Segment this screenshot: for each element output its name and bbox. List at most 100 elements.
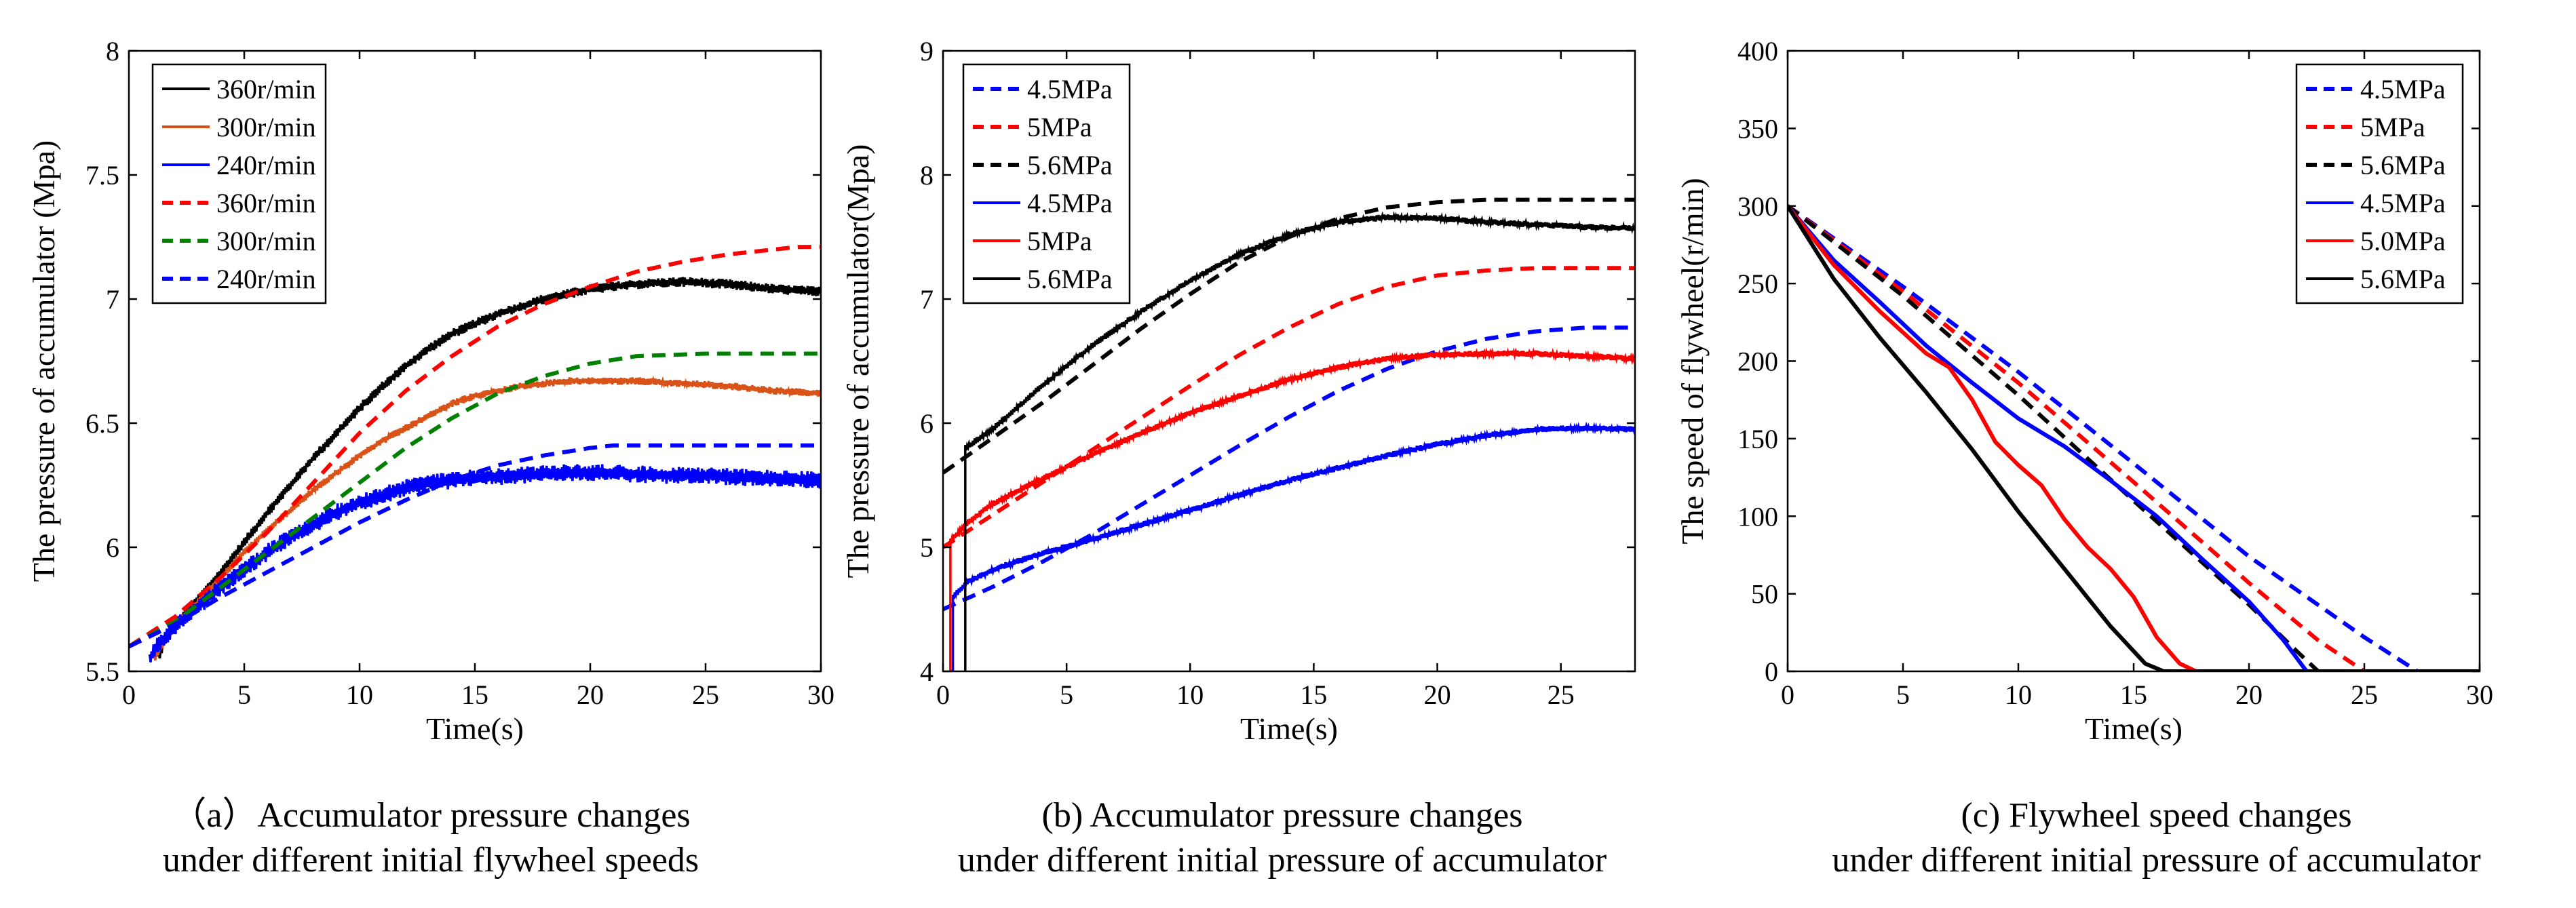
- legend-label: 5.6MPa: [1027, 264, 1113, 294]
- y-tick-label: 7.5: [85, 160, 119, 191]
- x-tick-label: 20: [577, 679, 604, 710]
- legend: 4.5MPa 5MPa 5.6MPa 4.5MPa 5MPa 5.6MPa: [962, 63, 1131, 304]
- x-tick-label: 30: [807, 679, 834, 710]
- chart-b: 0 5 10 15 20 25 4 5 6 7 8 9 Time(s) The pressure of a…: [841, 36, 1636, 746]
- legend-label: 4.5MPa: [1027, 188, 1113, 218]
- legend-label: 360r/min: [216, 188, 316, 218]
- y-tick-label: 400: [1737, 36, 1778, 66]
- legend-label: 5.6MPa: [1027, 150, 1113, 180]
- y-tick-label: 9: [920, 36, 934, 66]
- axes-box: [942, 50, 1636, 673]
- caption-b-line1: (b) Accumulator pressure changes: [1041, 796, 1523, 835]
- legend-label: 300r/min: [216, 112, 316, 142]
- series-line-solid-3: [951, 421, 1635, 671]
- x-axis-label: Time(s): [1240, 711, 1338, 746]
- series-group: [943, 197, 1635, 671]
- x-tick-label: 20: [2235, 679, 2263, 710]
- caption-b-line2: under different initial pressure of accu…: [957, 841, 1607, 880]
- series-line-dashed-3: [129, 245, 821, 648]
- series-line-solid-5: [1788, 205, 2480, 671]
- legend-label: 4.5MPa: [1027, 74, 1113, 104]
- legend-label: 240r/min: [216, 150, 316, 180]
- y-tick-label: 150: [1737, 424, 1778, 454]
- legend-label: 4.5MPa: [2360, 188, 2446, 218]
- legend-label: 4.5MPa: [2360, 74, 2446, 104]
- y-tick-label: 200: [1737, 347, 1778, 377]
- legend-box: [151, 63, 327, 304]
- series-group: [129, 245, 821, 663]
- series-line-dashed-1: [943, 266, 1635, 549]
- x-tick-label: 5: [1060, 679, 1073, 710]
- series-line-dashed-2: [1788, 204, 2480, 671]
- y-tick-label: 5.5: [85, 656, 119, 687]
- y-tick-label: 8: [106, 36, 119, 66]
- y-tick-label: 7: [920, 284, 934, 315]
- y-axis-label: The speed of flywheel(r/min): [1675, 178, 1710, 544]
- y-tick-label: 6: [920, 408, 934, 439]
- legend-label: 5MPa: [1027, 112, 1092, 142]
- legend-box: [962, 63, 1131, 304]
- series-line-solid-5: [964, 211, 1635, 671]
- y-tick-label: 7: [106, 284, 119, 315]
- x-tick-label: 25: [1547, 679, 1575, 710]
- series-line-dashed-0: [943, 325, 1635, 612]
- y-tick-label: 300: [1737, 191, 1778, 222]
- series-group: [1788, 204, 2480, 671]
- legend: 360r/min 300r/min 240r/min 360r/min 300r/min…: [151, 63, 327, 304]
- legend: 4.5MPa 5MPa 5.6MPa 4.5MPa 5.0MPa 5.6MPa: [2295, 63, 2464, 304]
- series-line-dashed-4: [129, 351, 821, 649]
- legend-box: [2295, 63, 2464, 304]
- x-tick-label: 5: [1896, 679, 1910, 710]
- x-axis-label: Time(s): [426, 711, 524, 746]
- legend-label: 5MPa: [1027, 226, 1092, 256]
- y-axis-label: The pressure of accumulator (Mpa): [26, 140, 61, 582]
- legend-label: 5.6MPa: [2360, 150, 2446, 180]
- legend-label: 5MPa: [2360, 112, 2425, 142]
- legend-label: 300r/min: [216, 226, 316, 256]
- x-tick-label: 15: [461, 679, 488, 710]
- x-tick-label: 0: [936, 679, 950, 710]
- series-line-solid-0: [157, 277, 821, 659]
- y-tick-label: 6.5: [85, 408, 119, 439]
- x-tick-label: 10: [346, 679, 373, 710]
- x-tick-label: 15: [2120, 679, 2147, 710]
- series-line-solid-3: [1788, 204, 2480, 671]
- x-tick-label: 25: [2351, 679, 2378, 710]
- legend-label: 240r/min: [216, 264, 316, 294]
- chart-c: 0 5 10 15 20 25 30050100150200250300350400Time…: [1675, 36, 2493, 746]
- series-line-dashed-2: [943, 197, 1635, 475]
- caption-a-line1: （a）Accumulator pressure changes: [171, 796, 691, 835]
- legend-label: 5.0MPa: [2360, 226, 2446, 256]
- y-tick-label: 250: [1737, 269, 1778, 299]
- caption-c: (c) Flywheel speed changes under differe…: [1737, 793, 2576, 883]
- y-tick-label: 8: [920, 160, 934, 191]
- series-line-solid-2: [148, 464, 821, 663]
- caption-c-line2: under different initial pressure of accu…: [1832, 841, 2481, 880]
- y-tick-label: 0: [1765, 656, 1778, 687]
- caption-a: （a）Accumulator pressure changes under di…: [0, 793, 862, 883]
- caption-a-line2: under different initial flywheel speeds: [162, 841, 699, 880]
- series-line-solid-1: [153, 375, 821, 661]
- y-tick-label: 5: [920, 532, 934, 563]
- x-tick-label: 0: [1781, 679, 1794, 710]
- y-tick-label: 50: [1751, 579, 1778, 610]
- series-line-solid-4: [949, 347, 1635, 671]
- y-tick-label: 4: [920, 656, 934, 687]
- x-tick-label: 15: [1300, 679, 1327, 710]
- x-tick-label: 5: [237, 679, 251, 710]
- x-tick-label: 20: [1424, 679, 1451, 710]
- caption-b: (b) Accumulator pressure changes under d…: [868, 793, 1696, 883]
- x-tick-label: 10: [1176, 679, 1204, 710]
- legend-label: 5.6MPa: [2360, 264, 2446, 294]
- series-line-dashed-5: [129, 443, 821, 649]
- x-tick-label: 25: [692, 679, 719, 710]
- x-tick-label: 10: [2005, 679, 2032, 710]
- series-line-solid-4: [1788, 204, 2480, 671]
- legend-label: 360r/min: [216, 74, 316, 104]
- caption-c-line1: (c) Flywheel speed changes: [1961, 796, 2352, 835]
- y-tick-label: 350: [1737, 113, 1778, 144]
- x-tick-label: 0: [122, 679, 136, 710]
- y-tick-label: 100: [1737, 501, 1778, 532]
- x-axis-label: Time(s): [2085, 711, 2183, 746]
